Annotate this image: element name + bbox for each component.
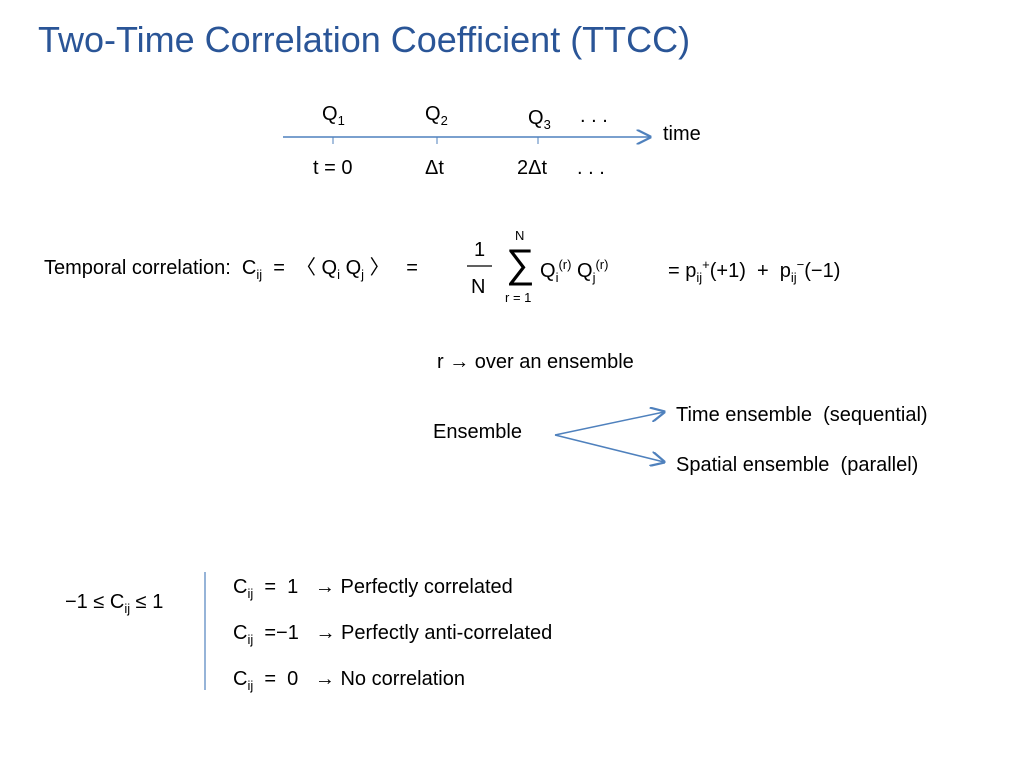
summand: Qi(r) Qj(r) [540,258,608,284]
subscript: 2 [440,113,448,128]
ensemble-label: Ensemble [433,421,522,443]
branch: Time ensemble (sequential) [676,404,928,426]
sum-bottom: r = 1 [505,290,532,305]
range: −1 ≤ Cij ≤ 1 [65,592,163,615]
note: r → over an ensemble [437,351,634,373]
text-run: (+1) + p [709,260,791,282]
sum: ∑ [506,242,535,286]
case: Cij = 0 → No correlation [233,669,465,692]
subscript: ij [247,678,254,693]
text-run: = p [668,260,697,282]
t-label: . . . [577,157,605,179]
supscript: − [796,257,805,272]
subscript: i [555,270,559,285]
text-run: 〉 = [364,257,418,279]
text-run: C [233,668,248,690]
q-label: Q3 [528,108,551,131]
text-run: ≤ 1 [130,591,164,613]
supscript: (r) [595,257,609,272]
t-label: t = 0 [313,157,353,179]
subscript: ij [790,270,797,285]
text-run: Temporal correlation: C [44,257,257,279]
text-run: Q [540,260,556,282]
t-label: 2Δt [517,157,548,179]
subscript: 3 [543,117,551,132]
supscript: (r) [558,257,572,272]
subscript: ij [256,267,263,282]
title: Two-Time Correlation Coefficient (TTCC) [38,19,691,60]
text-run: C [233,576,248,598]
text-run: (−1) [804,260,841,282]
text-run: = 〈 Q [262,257,338,279]
branch-arrow [554,412,664,436]
branch-arrow [554,434,664,462]
text-run: Q [528,107,544,129]
frac-num: 1 [474,239,486,261]
subscript: ij [247,632,254,647]
subscript: ij [124,601,131,616]
text-run: Q [425,103,441,125]
case: Cij =−1 → Perfectly anti-correlated [233,623,552,646]
text-run: Q [340,257,362,279]
subscript: j [361,267,365,282]
q-label: Q1 [322,104,345,127]
text-run: Q [571,260,593,282]
frac-den: N [471,276,486,298]
branch: Spatial ensemble (parallel) [676,454,919,476]
formula-rhs: = pij+(+1) + pij−(−1) [668,258,840,284]
subscript: j [592,270,596,285]
formula-lhs: Temporal correlation: Cij = 〈 Qi Qj 〉 = [44,258,418,281]
supscript: + [702,257,710,272]
text-run: =−1 → Perfectly anti-correlated [253,622,553,644]
q-label: Q2 [425,104,448,127]
subscript: i [337,267,341,282]
subscript: 1 [337,113,345,128]
text-run: −1 ≤ C [65,591,125,613]
sum-top: N [515,228,525,243]
axis-label: time [663,123,701,145]
t-label: Δt [425,157,444,179]
text-run: Q [322,103,338,125]
subscript: ij [696,270,703,285]
text-run: C [233,622,248,644]
dots: . . . [580,105,608,127]
text-run: = 0 → No correlation [253,668,465,690]
text-run: = 1 → Perfectly correlated [253,576,513,598]
subscript: ij [247,586,254,601]
case: Cij = 1 → Perfectly correlated [233,577,513,600]
